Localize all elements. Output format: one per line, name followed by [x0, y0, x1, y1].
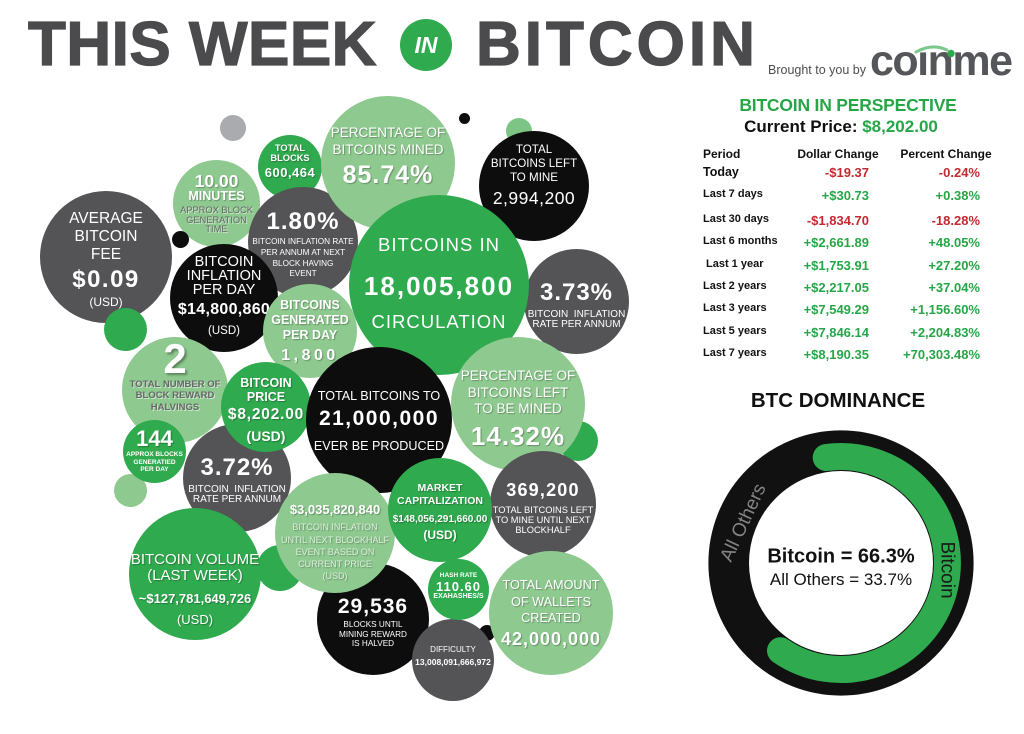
svg-text:Bitcoin: Bitcoin [936, 541, 957, 598]
svg-text:All Others = 33.7%: All Others = 33.7% [770, 570, 912, 589]
svg-text:Bitcoin = 66.3%: Bitcoin = 66.3% [767, 545, 914, 567]
